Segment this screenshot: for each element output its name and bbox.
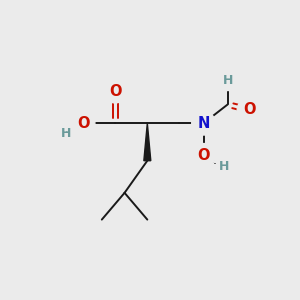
Circle shape	[56, 124, 76, 144]
Text: O: O	[197, 148, 210, 163]
Circle shape	[192, 111, 215, 135]
Text: ·: ·	[212, 158, 216, 171]
Text: H: H	[222, 74, 233, 87]
Text: N: N	[197, 116, 210, 131]
Circle shape	[192, 143, 215, 167]
Circle shape	[237, 98, 261, 122]
Text: H: H	[61, 128, 71, 140]
Polygon shape	[144, 123, 151, 161]
Text: O: O	[243, 102, 255, 117]
Circle shape	[218, 70, 238, 91]
Circle shape	[103, 79, 127, 103]
Text: ·: ·	[65, 127, 69, 137]
Text: H: H	[218, 160, 229, 172]
Circle shape	[71, 111, 95, 135]
Text: O: O	[77, 116, 89, 131]
Text: O: O	[109, 84, 122, 99]
Circle shape	[214, 156, 234, 176]
